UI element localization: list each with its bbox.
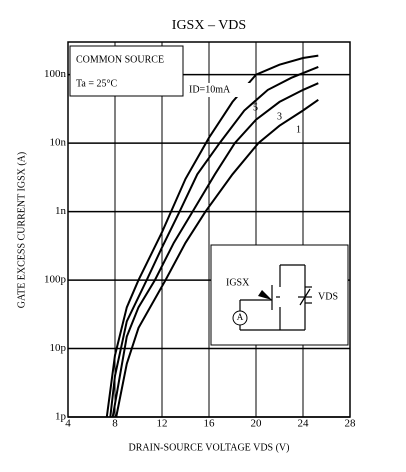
label-bg bbox=[187, 83, 251, 97]
series-line bbox=[109, 65, 319, 418]
x-tick-label: 20 bbox=[251, 418, 263, 430]
y-tick-label: 1p bbox=[55, 411, 67, 423]
x-tick-label: 16 bbox=[204, 418, 216, 430]
series-label: 1 bbox=[296, 124, 301, 135]
y-axis-label: GATE EXCESS CURRENT IGSX (A) bbox=[16, 152, 27, 309]
arrow bbox=[258, 290, 272, 300]
y-tick-label: 10n bbox=[50, 137, 67, 149]
y-tick-label: 1n bbox=[55, 205, 67, 217]
series-label: 5 bbox=[253, 102, 258, 113]
x-axis-label: DRAIN-SOURCE VOLTAGE VDS (V) bbox=[129, 442, 290, 453]
inset-label: VDS bbox=[318, 291, 338, 302]
plot-frame bbox=[67, 41, 351, 418]
x-tick-label: 8 bbox=[112, 418, 118, 430]
y-tick-label: 100p bbox=[44, 274, 67, 286]
series-line bbox=[115, 98, 319, 418]
inset-circuit: A IGSX VDS bbox=[210, 244, 349, 346]
chart-title: IGSX – VDS bbox=[172, 18, 246, 33]
series-label: 3 bbox=[277, 111, 282, 122]
annotation: COMMON SOURCE bbox=[76, 54, 164, 65]
circuit-wire bbox=[299, 288, 311, 306]
inset-label: IGSX bbox=[226, 277, 250, 288]
series-line bbox=[111, 82, 319, 418]
x-tick-label: 28 bbox=[345, 418, 357, 430]
x-tick-label: 4 bbox=[65, 418, 71, 430]
x-tick-label: 24 bbox=[298, 418, 310, 430]
annotation: Ta = 25°C bbox=[76, 78, 117, 89]
x-tick-label: 12 bbox=[157, 418, 168, 430]
y-tick-label: 100n bbox=[44, 68, 67, 80]
ammeter bbox=[232, 310, 248, 326]
y-tick-label: 10p bbox=[50, 342, 67, 354]
series-label: ID=10mA bbox=[189, 84, 231, 95]
series-line bbox=[105, 54, 319, 418]
condition-box bbox=[69, 45, 184, 97]
inset-label: A bbox=[237, 312, 244, 322]
